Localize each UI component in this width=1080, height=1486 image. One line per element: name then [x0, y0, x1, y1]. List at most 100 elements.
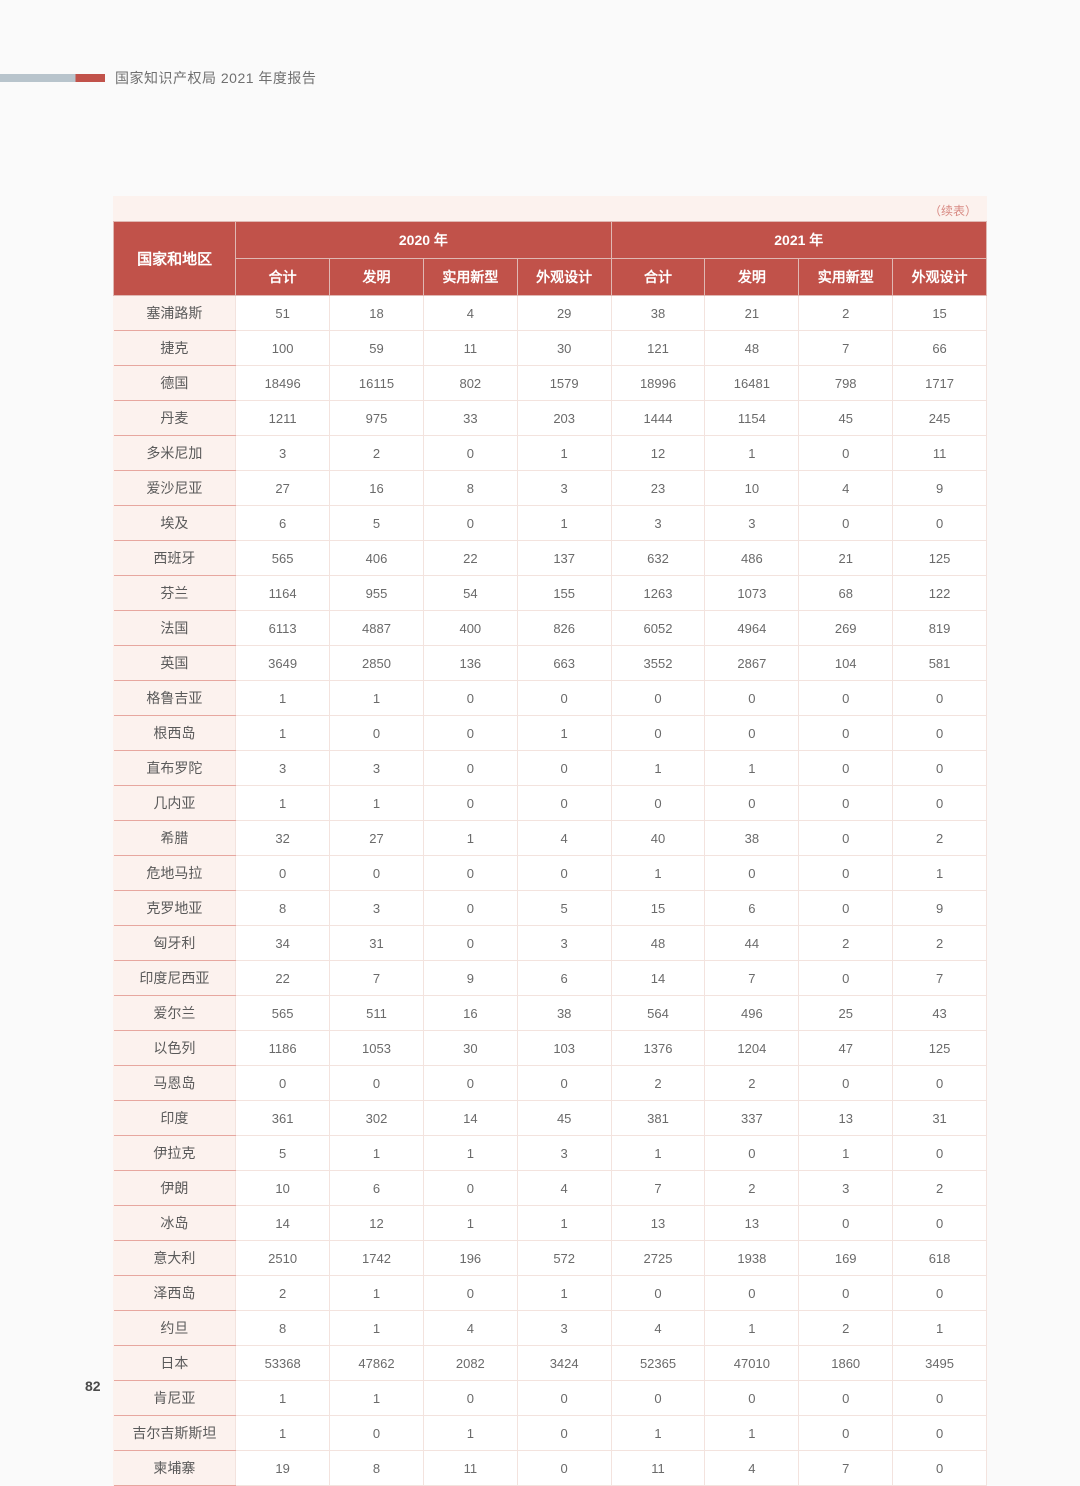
data-cell: 10	[236, 1171, 330, 1206]
data-cell: 25	[799, 996, 893, 1031]
data-cell: 0	[517, 1066, 611, 1101]
data-cell: 23	[611, 471, 705, 506]
data-cell: 47862	[330, 1346, 424, 1381]
data-cell: 2	[330, 436, 424, 471]
data-cell: 1	[423, 1206, 517, 1241]
data-cell: 1	[330, 1311, 424, 1346]
data-cell: 48	[611, 926, 705, 961]
data-cell: 12	[611, 436, 705, 471]
data-cell: 4	[705, 1451, 799, 1486]
data-cell: 0	[799, 436, 893, 471]
col-sub-invention-2020: 发明	[330, 259, 424, 296]
table-row: 意大利2510174219657227251938169618	[114, 1241, 987, 1276]
row-label: 马恩岛	[114, 1066, 236, 1101]
data-cell: 8	[236, 1311, 330, 1346]
table-row: 爱尔兰56551116385644962543	[114, 996, 987, 1031]
data-cell: 2725	[611, 1241, 705, 1276]
data-cell: 0	[799, 1276, 893, 1311]
data-cell: 0	[705, 1136, 799, 1171]
data-cell: 0	[893, 716, 987, 751]
data-cell: 4964	[705, 611, 799, 646]
data-cell: 1	[330, 1276, 424, 1311]
data-cell: 21	[705, 296, 799, 331]
data-cell: 0	[611, 716, 705, 751]
col-header-2021: 2021 年	[611, 222, 986, 259]
data-cell: 7	[705, 961, 799, 996]
data-cell: 48	[705, 331, 799, 366]
data-cell: 0	[330, 1416, 424, 1451]
data-cell: 7	[799, 1451, 893, 1486]
data-cell: 5	[330, 506, 424, 541]
data-cell: 5	[236, 1136, 330, 1171]
data-cell: 361	[236, 1101, 330, 1136]
table-row: 捷克10059113012148766	[114, 331, 987, 366]
data-cell: 1	[423, 821, 517, 856]
data-cell: 1053	[330, 1031, 424, 1066]
data-cell: 2	[611, 1066, 705, 1101]
data-cell: 1860	[799, 1346, 893, 1381]
data-cell: 1579	[517, 366, 611, 401]
data-cell: 1	[705, 751, 799, 786]
data-cell: 1	[330, 786, 424, 821]
data-cell: 1	[611, 1416, 705, 1451]
data-cell: 0	[799, 1066, 893, 1101]
table-row: 肯尼亚11000000	[114, 1381, 987, 1416]
data-cell: 572	[517, 1241, 611, 1276]
data-cell: 337	[705, 1101, 799, 1136]
data-cell: 0	[893, 1276, 987, 1311]
patent-stats-table: 国家和地区 2020 年 2021 年 合计 发明 实用新型 外观设计 合计 发…	[113, 221, 987, 1486]
data-cell: 3495	[893, 1346, 987, 1381]
data-cell: 16481	[705, 366, 799, 401]
data-cell: 1	[611, 751, 705, 786]
data-cell: 8	[330, 1451, 424, 1486]
table-row: 希腊322714403802	[114, 821, 987, 856]
data-cell: 7	[893, 961, 987, 996]
data-cell: 1	[517, 1206, 611, 1241]
data-cell: 0	[423, 926, 517, 961]
data-cell: 2850	[330, 646, 424, 681]
row-label: 以色列	[114, 1031, 236, 1066]
row-label: 吉尔吉斯斯坦	[114, 1416, 236, 1451]
data-cell: 381	[611, 1101, 705, 1136]
table-row: 丹麦1211975332031444115445245	[114, 401, 987, 436]
data-cell: 0	[799, 1206, 893, 1241]
row-label: 日本	[114, 1346, 236, 1381]
data-cell: 16	[330, 471, 424, 506]
continued-label: （续表）	[113, 196, 987, 221]
data-cell: 0	[611, 786, 705, 821]
data-cell: 1	[705, 1311, 799, 1346]
data-cell: 3	[236, 751, 330, 786]
table-row: 日本533684786220823424523654701018603495	[114, 1346, 987, 1381]
row-label: 伊朗	[114, 1171, 236, 1206]
data-cell: 6	[330, 1171, 424, 1206]
data-cell: 1	[423, 1136, 517, 1171]
data-cell: 203	[517, 401, 611, 436]
data-cell: 0	[330, 1066, 424, 1101]
data-cell: 955	[330, 576, 424, 611]
data-cell: 0	[423, 1066, 517, 1101]
data-cell: 0	[893, 751, 987, 786]
data-cell: 826	[517, 611, 611, 646]
data-cell: 2	[705, 1066, 799, 1101]
row-label: 意大利	[114, 1241, 236, 1276]
row-label: 印度尼西亚	[114, 961, 236, 996]
data-cell: 618	[893, 1241, 987, 1276]
data-cell: 31	[893, 1101, 987, 1136]
data-cell: 38	[611, 296, 705, 331]
row-label: 丹麦	[114, 401, 236, 436]
data-cell: 169	[799, 1241, 893, 1276]
data-cell: 38	[517, 996, 611, 1031]
col-sub-invention-2021: 发明	[705, 259, 799, 296]
data-cell: 2	[893, 1171, 987, 1206]
data-cell: 496	[705, 996, 799, 1031]
data-cell: 581	[893, 646, 987, 681]
data-cell: 0	[517, 856, 611, 891]
data-cell: 27	[330, 821, 424, 856]
table-row: 塞浦路斯51184293821215	[114, 296, 987, 331]
data-cell: 0	[517, 786, 611, 821]
data-cell: 4	[423, 296, 517, 331]
row-label: 印度	[114, 1101, 236, 1136]
data-cell: 53368	[236, 1346, 330, 1381]
data-cell: 18	[330, 296, 424, 331]
table-row: 西班牙5654062213763248621125	[114, 541, 987, 576]
